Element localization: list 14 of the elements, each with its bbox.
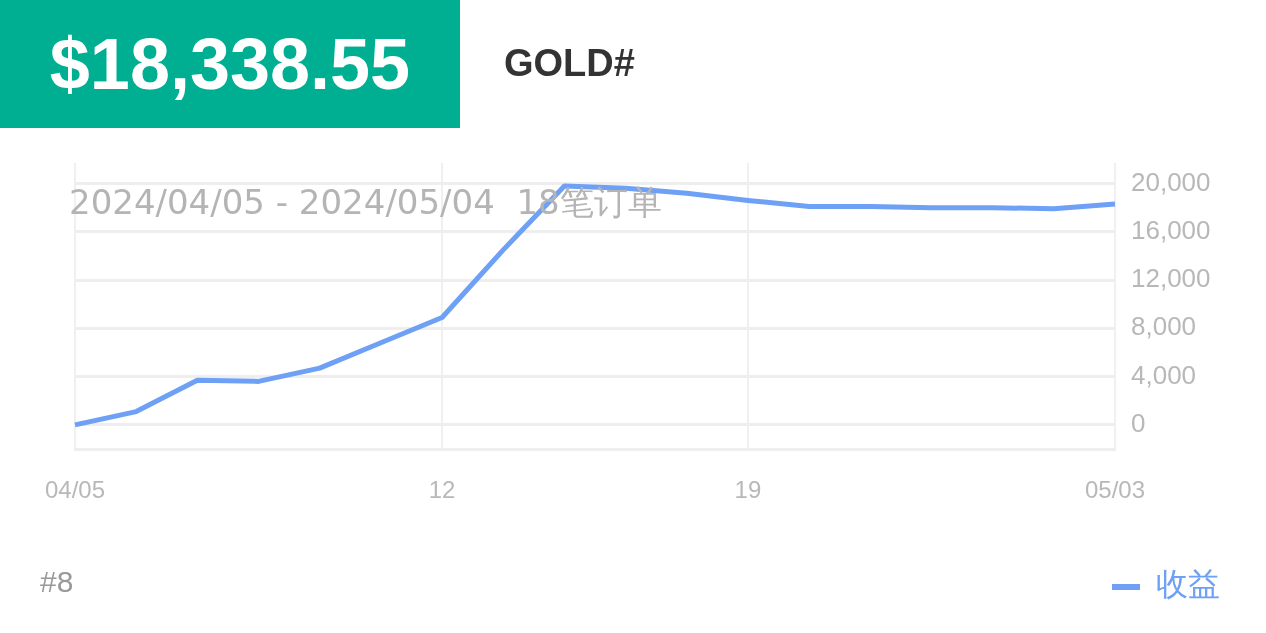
legend-label: 收益 <box>1156 565 1220 604</box>
x-tick-label: 04/05 <box>44 476 106 504</box>
text: #8 <box>40 565 74 599</box>
x-tick-label: 05/03 <box>1084 476 1146 504</box>
y-tick-label: 0 <box>1131 408 1146 439</box>
y-tick-label: 8,000 <box>1131 311 1197 342</box>
y-tick-label: 16,000 <box>1131 214 1211 245</box>
chart-subtitle: GOLD# <box>504 42 635 85</box>
chart-title: $18,338.55 <box>49 23 411 105</box>
y-tick-label: 4,000 <box>1131 359 1197 390</box>
x-tick-label: 19 <box>734 476 762 504</box>
x-tick-label: 12 <box>428 476 456 504</box>
y-tick-label: 20,000 <box>1131 166 1211 197</box>
y-tick-label: 12,000 <box>1131 263 1211 294</box>
